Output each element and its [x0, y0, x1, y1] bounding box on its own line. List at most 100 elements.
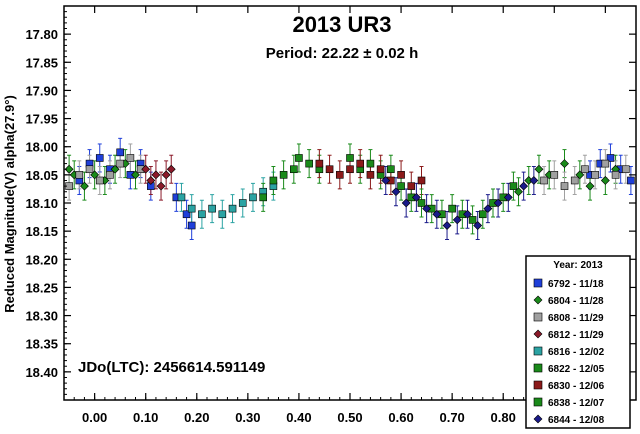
- data-point: [411, 192, 421, 202]
- data-point: [346, 165, 354, 174]
- data-point: [391, 187, 401, 197]
- data-point: [356, 159, 365, 168]
- y-tick-label: 18.10: [25, 196, 58, 211]
- y-tick-label: 17.85: [25, 55, 58, 70]
- data-point: [600, 176, 610, 185]
- legend-marker: [533, 312, 543, 322]
- data-point: [187, 221, 196, 230]
- data-point: [560, 159, 569, 169]
- legend-entry-label: 6792 - 11/18: [548, 279, 604, 290]
- y-axis-label: Reduced Magnitude(V) alpha(27.9°): [2, 95, 17, 313]
- chart-title: 2013 UR3: [292, 12, 391, 37]
- data-point: [397, 171, 405, 179]
- legend-marker: [533, 346, 543, 356]
- data-point: [422, 204, 432, 214]
- x-tick-label: 0.00: [82, 410, 107, 425]
- y-tick-label: 18.25: [25, 280, 58, 295]
- data-point: [187, 204, 196, 213]
- x-tick-label: 0.60: [388, 410, 413, 425]
- data-point: [335, 171, 344, 179]
- y-tick-label: 17.95: [25, 112, 58, 127]
- y-tick-label: 18.15: [25, 224, 58, 239]
- legend-entry-label: 6844 - 12/08: [548, 415, 605, 426]
- data-point: [151, 170, 161, 180]
- data-point: [376, 165, 385, 174]
- data-point: [627, 176, 635, 185]
- legend-entry-label: 6808 - 11/29: [548, 313, 604, 324]
- jdo-annotation: JDo(LTC): 2456614.591149: [78, 359, 265, 376]
- data-point: [228, 204, 237, 213]
- legend-entry-label: 6812 - 11/29: [548, 330, 604, 341]
- data-point: [95, 154, 104, 162]
- x-tick-label: 0.10: [133, 410, 158, 425]
- data-point: [493, 198, 503, 208]
- data-point: [478, 210, 487, 219]
- data-point: [85, 165, 94, 174]
- legend-entry-label: 6822 - 12/05: [548, 364, 605, 375]
- data-point: [279, 171, 288, 179]
- data-point: [442, 221, 452, 230]
- data-point: [238, 199, 247, 207]
- data-point: [621, 165, 630, 174]
- legend-marker: [533, 363, 543, 373]
- data-point: [75, 171, 84, 179]
- data-point: [529, 176, 539, 185]
- data-point: [64, 164, 74, 174]
- data-point: [381, 176, 391, 185]
- data-point: [606, 154, 615, 162]
- data-point: [346, 154, 354, 162]
- data-point: [387, 165, 395, 174]
- data-point: [519, 181, 529, 191]
- data-point: [295, 154, 303, 162]
- data-point: [156, 181, 166, 191]
- legend-title: Year: 2013: [553, 260, 603, 271]
- y-tick-label: 18.40: [25, 365, 58, 380]
- y-tick-label: 18.00: [25, 140, 58, 155]
- data-point: [325, 165, 334, 174]
- data-point: [126, 154, 135, 162]
- data-point: [570, 176, 579, 185]
- y-tick-label: 18.05: [25, 168, 58, 183]
- legend-marker: [533, 397, 543, 407]
- data-point: [550, 171, 559, 179]
- data-point: [401, 198, 411, 208]
- data-point: [452, 215, 462, 225]
- y-tick-label: 18.20: [25, 252, 58, 267]
- data-point: [95, 176, 104, 185]
- data-point: [417, 199, 426, 207]
- data-point: [177, 193, 186, 202]
- data-point: [581, 165, 589, 174]
- data-point: [290, 165, 298, 174]
- legend-marker: [533, 380, 543, 390]
- legend-entry-label: 6838 - 12/07: [548, 398, 605, 409]
- data-point: [432, 209, 442, 219]
- data-point: [417, 176, 426, 185]
- x-tick-label: 0.40: [286, 410, 311, 425]
- data-point: [509, 182, 518, 190]
- data-point: [161, 170, 171, 180]
- data-point: [106, 171, 114, 179]
- legend-marker: [533, 414, 543, 424]
- y-tick-label: 18.35: [25, 337, 58, 352]
- data-point: [366, 159, 375, 168]
- x-tick-label: 0.50: [337, 410, 362, 425]
- legend-marker: [533, 295, 543, 305]
- legend-entry-label: 6816 - 12/02: [548, 347, 605, 358]
- chart-subtitle: Period: 22.22 ± 0.02 h: [266, 45, 418, 62]
- x-tick-label: 0.30: [235, 410, 260, 425]
- legend-marker: [533, 278, 543, 288]
- data-point: [80, 181, 89, 191]
- data-point: [473, 221, 483, 230]
- legend-marker: [533, 329, 543, 339]
- data-point: [305, 159, 313, 168]
- data-point: [397, 182, 405, 190]
- legend: Year: 2013 6792 - 11/18 6804 - 11/28 6808 …: [525, 255, 631, 429]
- y-tick-label: 17.90: [25, 83, 58, 98]
- data-point: [591, 171, 599, 179]
- data-point: [448, 204, 456, 213]
- data-point: [269, 176, 278, 185]
- data-point: [534, 164, 544, 174]
- data-point: [146, 176, 156, 185]
- legend-entry-label: 6804 - 11/28: [548, 296, 604, 307]
